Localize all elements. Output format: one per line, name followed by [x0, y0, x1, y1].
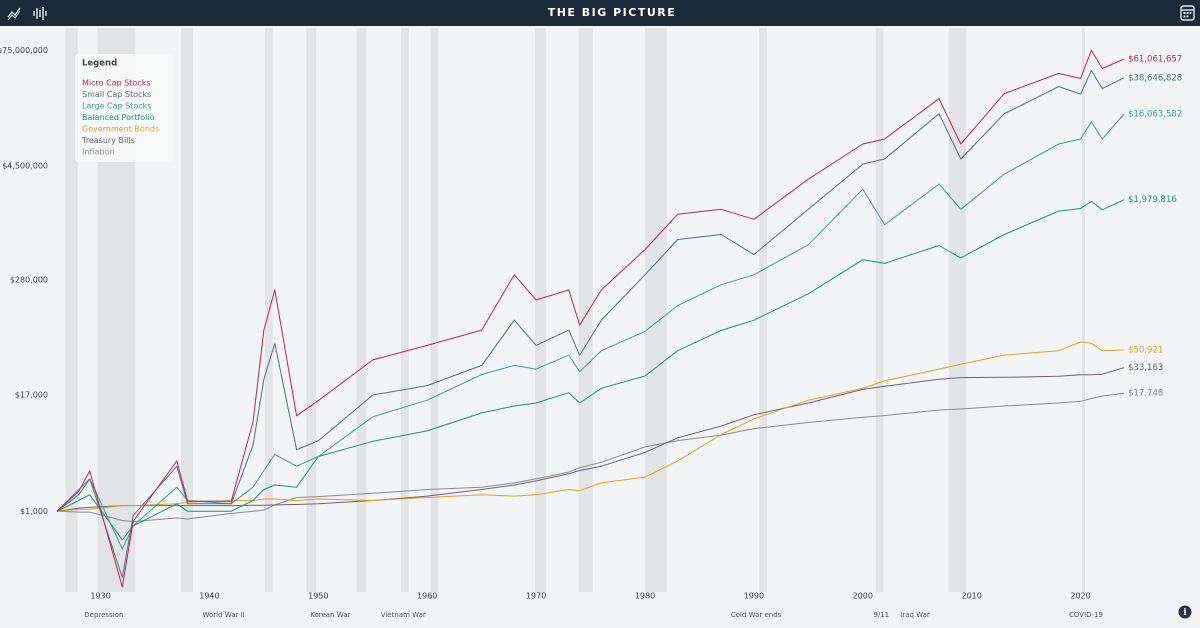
- x-tick-label: 1940: [199, 592, 219, 601]
- series-line: [56, 392, 1125, 522]
- recession-band: [430, 28, 439, 592]
- end-value-label: $16,063,582: [1128, 109, 1182, 119]
- calendar-icon[interactable]: [1180, 5, 1195, 21]
- recession-band: [535, 28, 546, 592]
- legend-title: Legend: [82, 59, 117, 69]
- event-label: COVID-19: [1069, 611, 1103, 619]
- lines: [56, 49, 1125, 588]
- recession-band: [875, 28, 884, 592]
- svg-text:i: i: [1183, 608, 1187, 618]
- recession-bands: [65, 28, 1085, 592]
- recession-band: [356, 28, 367, 592]
- labels: $1,000 $17,000 $280,000 $4,500,000 $75,000,0…: [0, 46, 1182, 619]
- event-label: World War II: [202, 611, 244, 619]
- chart-icon[interactable]: [7, 7, 21, 21]
- end-value-label: $17,748: [1128, 389, 1163, 399]
- event-label: Korean War: [310, 611, 350, 619]
- y-tick-label: $75,000,000: [0, 46, 48, 55]
- x-tick-label: 2020: [1070, 592, 1090, 601]
- end-value-label: $61,061,657: [1128, 55, 1182, 65]
- event-label: Iraq War: [900, 611, 930, 619]
- series-line: [56, 70, 1125, 578]
- x-tick-label: 2010: [961, 592, 981, 601]
- recession-band: [759, 28, 767, 592]
- info-icon[interactable]: i: [1178, 605, 1192, 619]
- chart-title: THE BIG PICTURE: [548, 6, 677, 19]
- legend-entry: Treasury Bills: [81, 136, 135, 145]
- legend: Legend Inflation Treasury Bills Government…: [75, 54, 173, 162]
- header-bar: [0, 0, 1200, 26]
- event-label: 9/11: [873, 611, 889, 619]
- event-label: Depression: [84, 611, 123, 619]
- y-tick-label: $1,000: [20, 507, 48, 516]
- audio-icon[interactable]: [33, 7, 47, 20]
- legend-entry: Micro Cap Stocks: [82, 79, 151, 88]
- recession-band: [645, 28, 667, 592]
- legend-entry: Small Cap Stocks: [82, 90, 151, 99]
- recession-band: [948, 28, 967, 592]
- series-line: [56, 367, 1125, 512]
- legend-entry: Balanced Portfolio: [82, 113, 155, 122]
- event-label: Vietnam War: [381, 611, 426, 619]
- y-tick-label: $280,000: [10, 276, 48, 285]
- end-value-label: $33,163: [1128, 363, 1163, 373]
- legend-box: [75, 54, 173, 162]
- x-tick-label: 1980: [635, 592, 655, 601]
- series-line: [56, 199, 1125, 541]
- recession-band: [401, 28, 409, 592]
- x-tick-label: 1960: [417, 592, 437, 601]
- y-tick-label: $4,500,000: [2, 162, 48, 171]
- x-tick-label: 1950: [308, 592, 328, 601]
- recession-band: [65, 28, 78, 592]
- recession-band: [1081, 28, 1085, 592]
- end-value-label: $1,979,816: [1128, 195, 1177, 205]
- recession-band: [306, 28, 317, 592]
- x-tick-label: 2000: [853, 592, 873, 601]
- series-line: [56, 49, 1125, 588]
- y-tick-label: $17,000: [15, 391, 48, 400]
- recession-band: [578, 28, 593, 592]
- legend-entry: Government Bonds: [82, 125, 159, 134]
- legend-entry: Large Cap Stocks: [82, 102, 151, 111]
- legend-entry: Inflation: [82, 148, 115, 157]
- end-value-label: $38,646,828: [1128, 73, 1182, 83]
- event-label: Cold War ends: [731, 611, 782, 619]
- series-line: [56, 341, 1125, 512]
- recession-band: [181, 28, 194, 592]
- x-tick-label: 1990: [744, 592, 764, 601]
- recession-band: [264, 28, 273, 592]
- x-tick-label: 1930: [90, 592, 110, 601]
- x-tick-label: 1970: [526, 592, 546, 601]
- end-value-label: $50,921: [1128, 345, 1163, 355]
